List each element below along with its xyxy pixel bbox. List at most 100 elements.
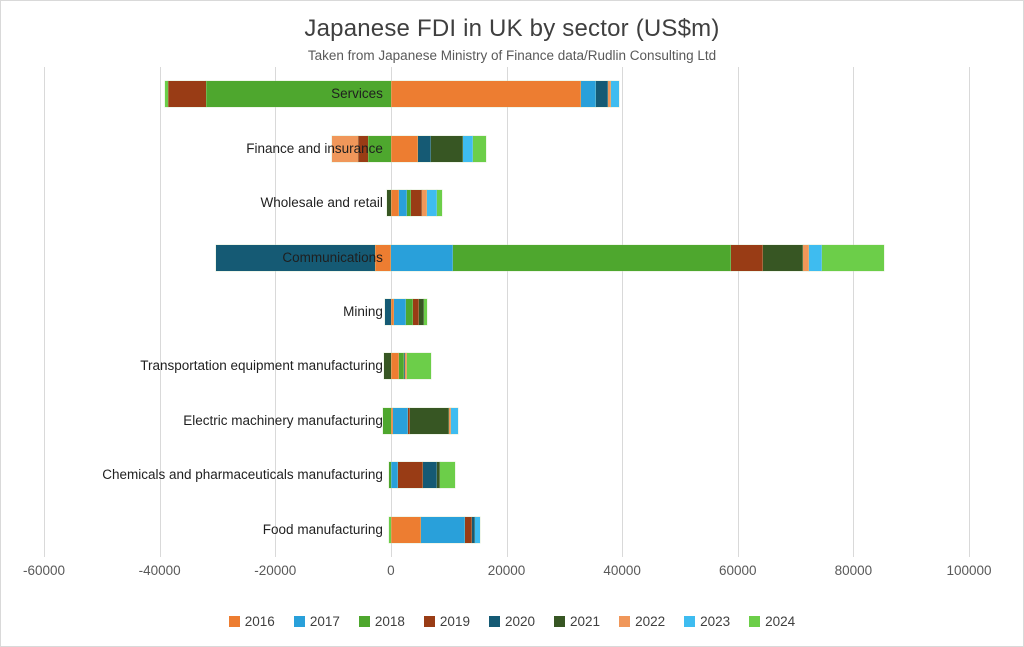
category-label: Finance and insurance xyxy=(246,140,383,156)
bar-segment-2024 xyxy=(388,516,391,543)
bar-segment-2019 xyxy=(411,190,423,217)
bar-segment-2021 xyxy=(386,190,391,217)
bar-segment-2020 xyxy=(596,81,609,108)
bar-segment-2020 xyxy=(471,516,475,543)
legend-item-2020: 2020 xyxy=(488,613,536,629)
chart-subtitle: Taken from Japanese Ministry of Finance … xyxy=(307,48,717,63)
bar-row xyxy=(44,135,969,162)
bar-segment-2024 xyxy=(164,81,169,108)
bar-segment-2024 xyxy=(439,462,455,489)
bar-segment-2016 xyxy=(390,135,419,162)
x-tick-label: 80000 xyxy=(834,563,873,578)
bar-segment-2016 xyxy=(390,190,399,217)
legend-swatch-2016 xyxy=(228,615,240,627)
legend-label: 2019 xyxy=(439,613,470,629)
category-label: Food manufacturing xyxy=(262,521,383,537)
legend-swatch-2022 xyxy=(619,615,631,627)
legend-label: 2016 xyxy=(244,613,275,629)
bar-segment-2022 xyxy=(802,244,810,271)
legend-item-2024: 2024 xyxy=(749,614,795,629)
bar-segment-2022 xyxy=(422,190,428,217)
gridline xyxy=(275,67,277,557)
legend-item-2017: 2017 xyxy=(293,613,340,629)
bar-segment-2019 xyxy=(730,244,763,271)
bar-segment-2018 xyxy=(405,299,413,325)
category-label: Mining xyxy=(343,304,383,319)
bar-segment-2016 xyxy=(390,353,399,380)
bar-segment-2024 xyxy=(423,299,428,325)
bar-segment-2021 xyxy=(383,353,391,380)
x-tick-label: 100000 xyxy=(946,563,992,578)
chart-title: Japanese FDI in UK by sector (US$m) xyxy=(304,15,720,42)
legend-item-2023: 2023 xyxy=(684,614,730,629)
bar-segment-2024 xyxy=(472,135,486,162)
bar-segment-2017 xyxy=(390,244,453,271)
bar-segment-2020 xyxy=(422,462,437,489)
legend-swatch-2021 xyxy=(554,615,566,627)
gridline xyxy=(159,67,161,557)
bar-segment-2020 xyxy=(404,353,406,380)
bar-row xyxy=(44,516,969,543)
bar-segment-2017 xyxy=(392,407,408,434)
legend-label: 2022 xyxy=(635,613,666,629)
bar-segment-2023 xyxy=(809,244,823,271)
bar-segment-2024 xyxy=(407,353,432,380)
x-tick-label: 20000 xyxy=(487,563,526,578)
legend: 2016 2017 2018 2019 2020 2021 2022 2023 2024 xyxy=(1,610,1023,632)
x-tick-label: -60000 xyxy=(22,563,66,578)
category-label: Services xyxy=(331,86,383,102)
bar-segment-2018 xyxy=(367,135,391,162)
bar-segment-2023 xyxy=(462,135,473,162)
bar-segment-2018 xyxy=(205,81,391,108)
bar-segment-2021 xyxy=(436,462,440,489)
bar-segment-2018 xyxy=(452,244,731,271)
bar-segment-2017 xyxy=(581,81,597,108)
x-tick-label: 40000 xyxy=(603,563,641,578)
bar-segment-2024 xyxy=(822,244,885,271)
bar-segment-2022 xyxy=(405,353,408,380)
bar-row xyxy=(44,244,969,271)
x-axis: -60000 -40000 -20000 0 20000 40000 60000 80000 1… xyxy=(23,563,992,581)
bar-segment-2018 xyxy=(407,190,412,217)
bar-segment-2023 xyxy=(611,81,620,108)
bar-segment-2022 xyxy=(448,407,451,434)
plot-area: Services Finance and insurance Wholesale a… xyxy=(44,67,970,557)
bar-segment-2017 xyxy=(398,190,408,217)
bar-segment-2021 xyxy=(409,407,449,434)
category-label: Chemicals and pharmaceuticals manufactur… xyxy=(102,467,383,483)
bar-segment-2022 xyxy=(608,81,612,108)
x-tick-label: 0 xyxy=(387,563,395,578)
bar-segment-2021 xyxy=(418,299,424,325)
bar-row xyxy=(44,353,969,380)
legend-item-2021: 2021 xyxy=(554,614,600,629)
legend-label: 2017 xyxy=(309,613,340,629)
legend-swatch-2023 xyxy=(684,615,696,627)
bar-segment-2019 xyxy=(407,407,410,434)
bar-segment-2017 xyxy=(420,516,465,543)
bar-segment-2022 xyxy=(332,135,358,162)
bar-segment-2019 xyxy=(397,462,423,489)
category-label: Electric machinery manufacturing xyxy=(183,412,383,428)
bar-segment-2020 xyxy=(418,135,432,162)
gridline xyxy=(969,67,970,557)
bar-segment-2018 xyxy=(398,353,405,380)
legend-label: 2020 xyxy=(504,613,536,629)
gridline xyxy=(737,67,739,557)
bar-row xyxy=(44,299,969,325)
legend-swatch-2019 xyxy=(423,615,435,627)
x-tick-label: -40000 xyxy=(138,563,181,578)
bar-segment-2016 xyxy=(390,516,421,543)
category-label: Transportation equipment manufacturing xyxy=(140,358,383,374)
bar-segment-2020 xyxy=(385,299,391,325)
bar-segment-2018 xyxy=(388,462,391,489)
legend-swatch-2018 xyxy=(358,615,370,627)
legend-item-2018: 2018 xyxy=(358,614,405,629)
legend-item-2019: 2019 xyxy=(423,613,470,629)
gridline xyxy=(853,67,855,557)
legend-label: 2021 xyxy=(570,613,601,629)
bar-segment-2019 xyxy=(412,299,419,325)
legend-item-2016: 2016 xyxy=(228,613,275,629)
bar-row xyxy=(44,81,969,108)
bar-segment-2023 xyxy=(427,190,437,217)
bar-segment-2017 xyxy=(390,462,398,489)
